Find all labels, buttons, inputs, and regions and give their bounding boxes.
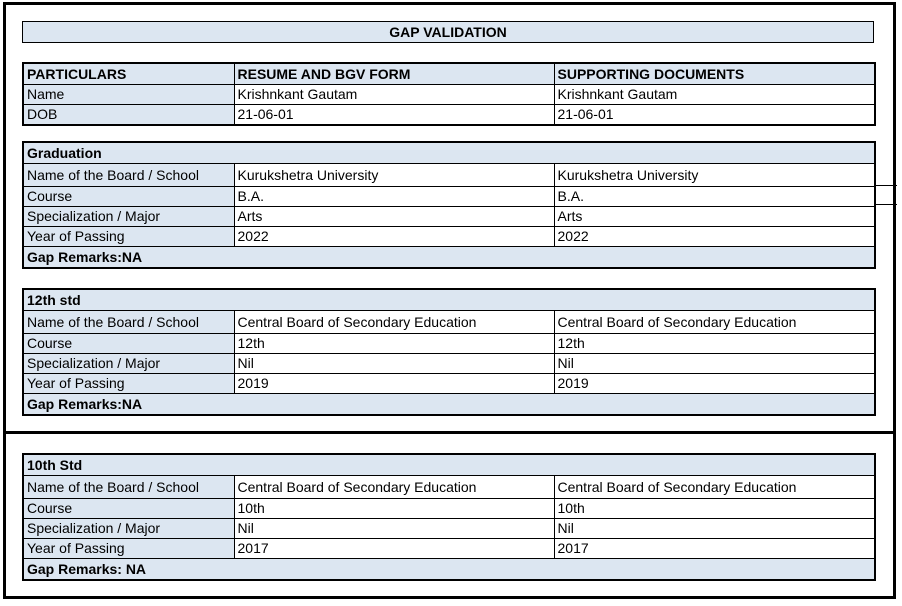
row-label-cell: Specialization / Major (22, 518, 235, 539)
resume-value-cell: Kurukshetra University (233, 163, 555, 187)
table-row: Name Krishnkant Gautam Krishnkant Gautam (22, 84, 876, 105)
table-row: Year of Passing 2019 2019 (22, 373, 876, 394)
row-label-cell: Course (22, 333, 235, 354)
resume-value-cell: 2017 (233, 538, 555, 559)
section-header-row: Graduation (22, 141, 876, 164)
page-border (3, 2, 896, 599)
identity-table: PARTICULARS RESUME AND BGV FORM SUPPORTI… (22, 62, 876, 126)
gap-remarks: Gap Remarks:NA (22, 393, 876, 416)
gap-remarks-row: Gap Remarks: NA (22, 558, 876, 581)
resume-value-cell: Central Board of Secondary Education (233, 310, 555, 334)
supporting-value-cell: Nil (553, 518, 876, 539)
page-title-text: GAP VALIDATION (389, 24, 507, 40)
table-row: Specialization / Major Nil Nil (22, 518, 876, 539)
column-header-particulars: PARTICULARS (22, 62, 235, 85)
row-label-cell: Specialization / Major (22, 353, 235, 374)
supporting-value-cell: Central Board of Secondary Education (553, 475, 876, 499)
resume-value-cell: Nil (233, 518, 555, 539)
table-row: Name of the Board / School Central Board… (22, 310, 876, 334)
tenth-std-table: 10th Std Name of the Board / School Cent… (22, 453, 877, 581)
graduation-table: Graduation Name of the Board / School Ku… (22, 141, 877, 269)
supporting-value-cell: Central Board of Secondary Education (553, 310, 876, 334)
page-title: GAP VALIDATION (22, 21, 874, 43)
stray-border-line (874, 204, 897, 205)
table-row: Course B.A. B.A. (22, 186, 876, 207)
section-header-row: 10th Std (22, 453, 876, 476)
resume-value-cell: 2022 (233, 226, 555, 247)
section-heading: Graduation (22, 141, 876, 164)
stray-border-line (874, 185, 897, 186)
supporting-value-cell: Nil (553, 353, 876, 374)
column-header-supporting: SUPPORTING DOCUMENTS (553, 62, 876, 85)
row-label-cell: Course (22, 186, 235, 207)
table-row: Name of the Board / School Central Board… (22, 475, 876, 499)
gap-remarks-row: Gap Remarks:NA (22, 393, 876, 416)
supporting-value-cell: 2017 (553, 538, 876, 559)
row-label-cell: Year of Passing (22, 538, 235, 559)
resume-value-cell: Central Board of Secondary Education (233, 475, 555, 499)
supporting-value-cell: Krishnkant Gautam (553, 84, 876, 105)
supporting-value-cell: Arts (553, 206, 876, 227)
supporting-value-cell: 12th (553, 333, 876, 354)
supporting-value-cell: 10th (553, 498, 876, 519)
section-heading: 12th std (22, 288, 876, 311)
row-label-cell: Year of Passing (22, 226, 235, 247)
gap-remarks: Gap Remarks: NA (22, 558, 876, 581)
gap-remarks-row: Gap Remarks:NA (22, 246, 876, 269)
row-label-cell: Specialization / Major (22, 206, 235, 227)
table-row: Course 10th 10th (22, 498, 876, 519)
row-label-cell: Year of Passing (22, 373, 235, 394)
row-label-cell: Name of the Board / School (22, 163, 235, 187)
table-row: Course 12th 12th (22, 333, 876, 354)
table-header-row: PARTICULARS RESUME AND BGV FORM SUPPORTI… (22, 62, 876, 85)
resume-value-cell: Krishnkant Gautam (233, 84, 555, 105)
table-row: Specialization / Major Arts Arts (22, 206, 876, 227)
supporting-value-cell: B.A. (553, 186, 876, 207)
resume-value-cell: Arts (233, 206, 555, 227)
twelfth-std-table: 12th std Name of the Board / School Cent… (22, 288, 877, 416)
resume-value-cell: B.A. (233, 186, 555, 207)
resume-value-cell: 21-06-01 (233, 104, 555, 126)
bottom-section-divider (3, 431, 896, 434)
resume-value-cell: 10th (233, 498, 555, 519)
supporting-value-cell: 2022 (553, 226, 876, 247)
row-label-cell: Name (22, 84, 235, 105)
row-label-cell: DOB (22, 104, 235, 126)
table-row: Specialization / Major Nil Nil (22, 353, 876, 374)
row-label-cell: Course (22, 498, 235, 519)
row-label-cell: Name of the Board / School (22, 475, 235, 499)
section-header-row: 12th std (22, 288, 876, 311)
row-label-cell: Name of the Board / School (22, 310, 235, 334)
resume-value-cell: Nil (233, 353, 555, 374)
table-row: Name of the Board / School Kurukshetra U… (22, 163, 876, 187)
gap-remarks: Gap Remarks:NA (22, 246, 876, 269)
supporting-value-cell: 2019 (553, 373, 876, 394)
table-row: DOB 21-06-01 21-06-01 (22, 104, 876, 126)
supporting-value-cell: Kurukshetra University (553, 163, 876, 187)
column-header-resume: RESUME AND BGV FORM (233, 62, 555, 85)
section-heading: 10th Std (22, 453, 876, 476)
supporting-value-cell: 21-06-01 (553, 104, 876, 126)
table-row: Year of Passing 2017 2017 (22, 538, 876, 559)
table-row: Year of Passing 2022 2022 (22, 226, 876, 247)
resume-value-cell: 2019 (233, 373, 555, 394)
resume-value-cell: 12th (233, 333, 555, 354)
